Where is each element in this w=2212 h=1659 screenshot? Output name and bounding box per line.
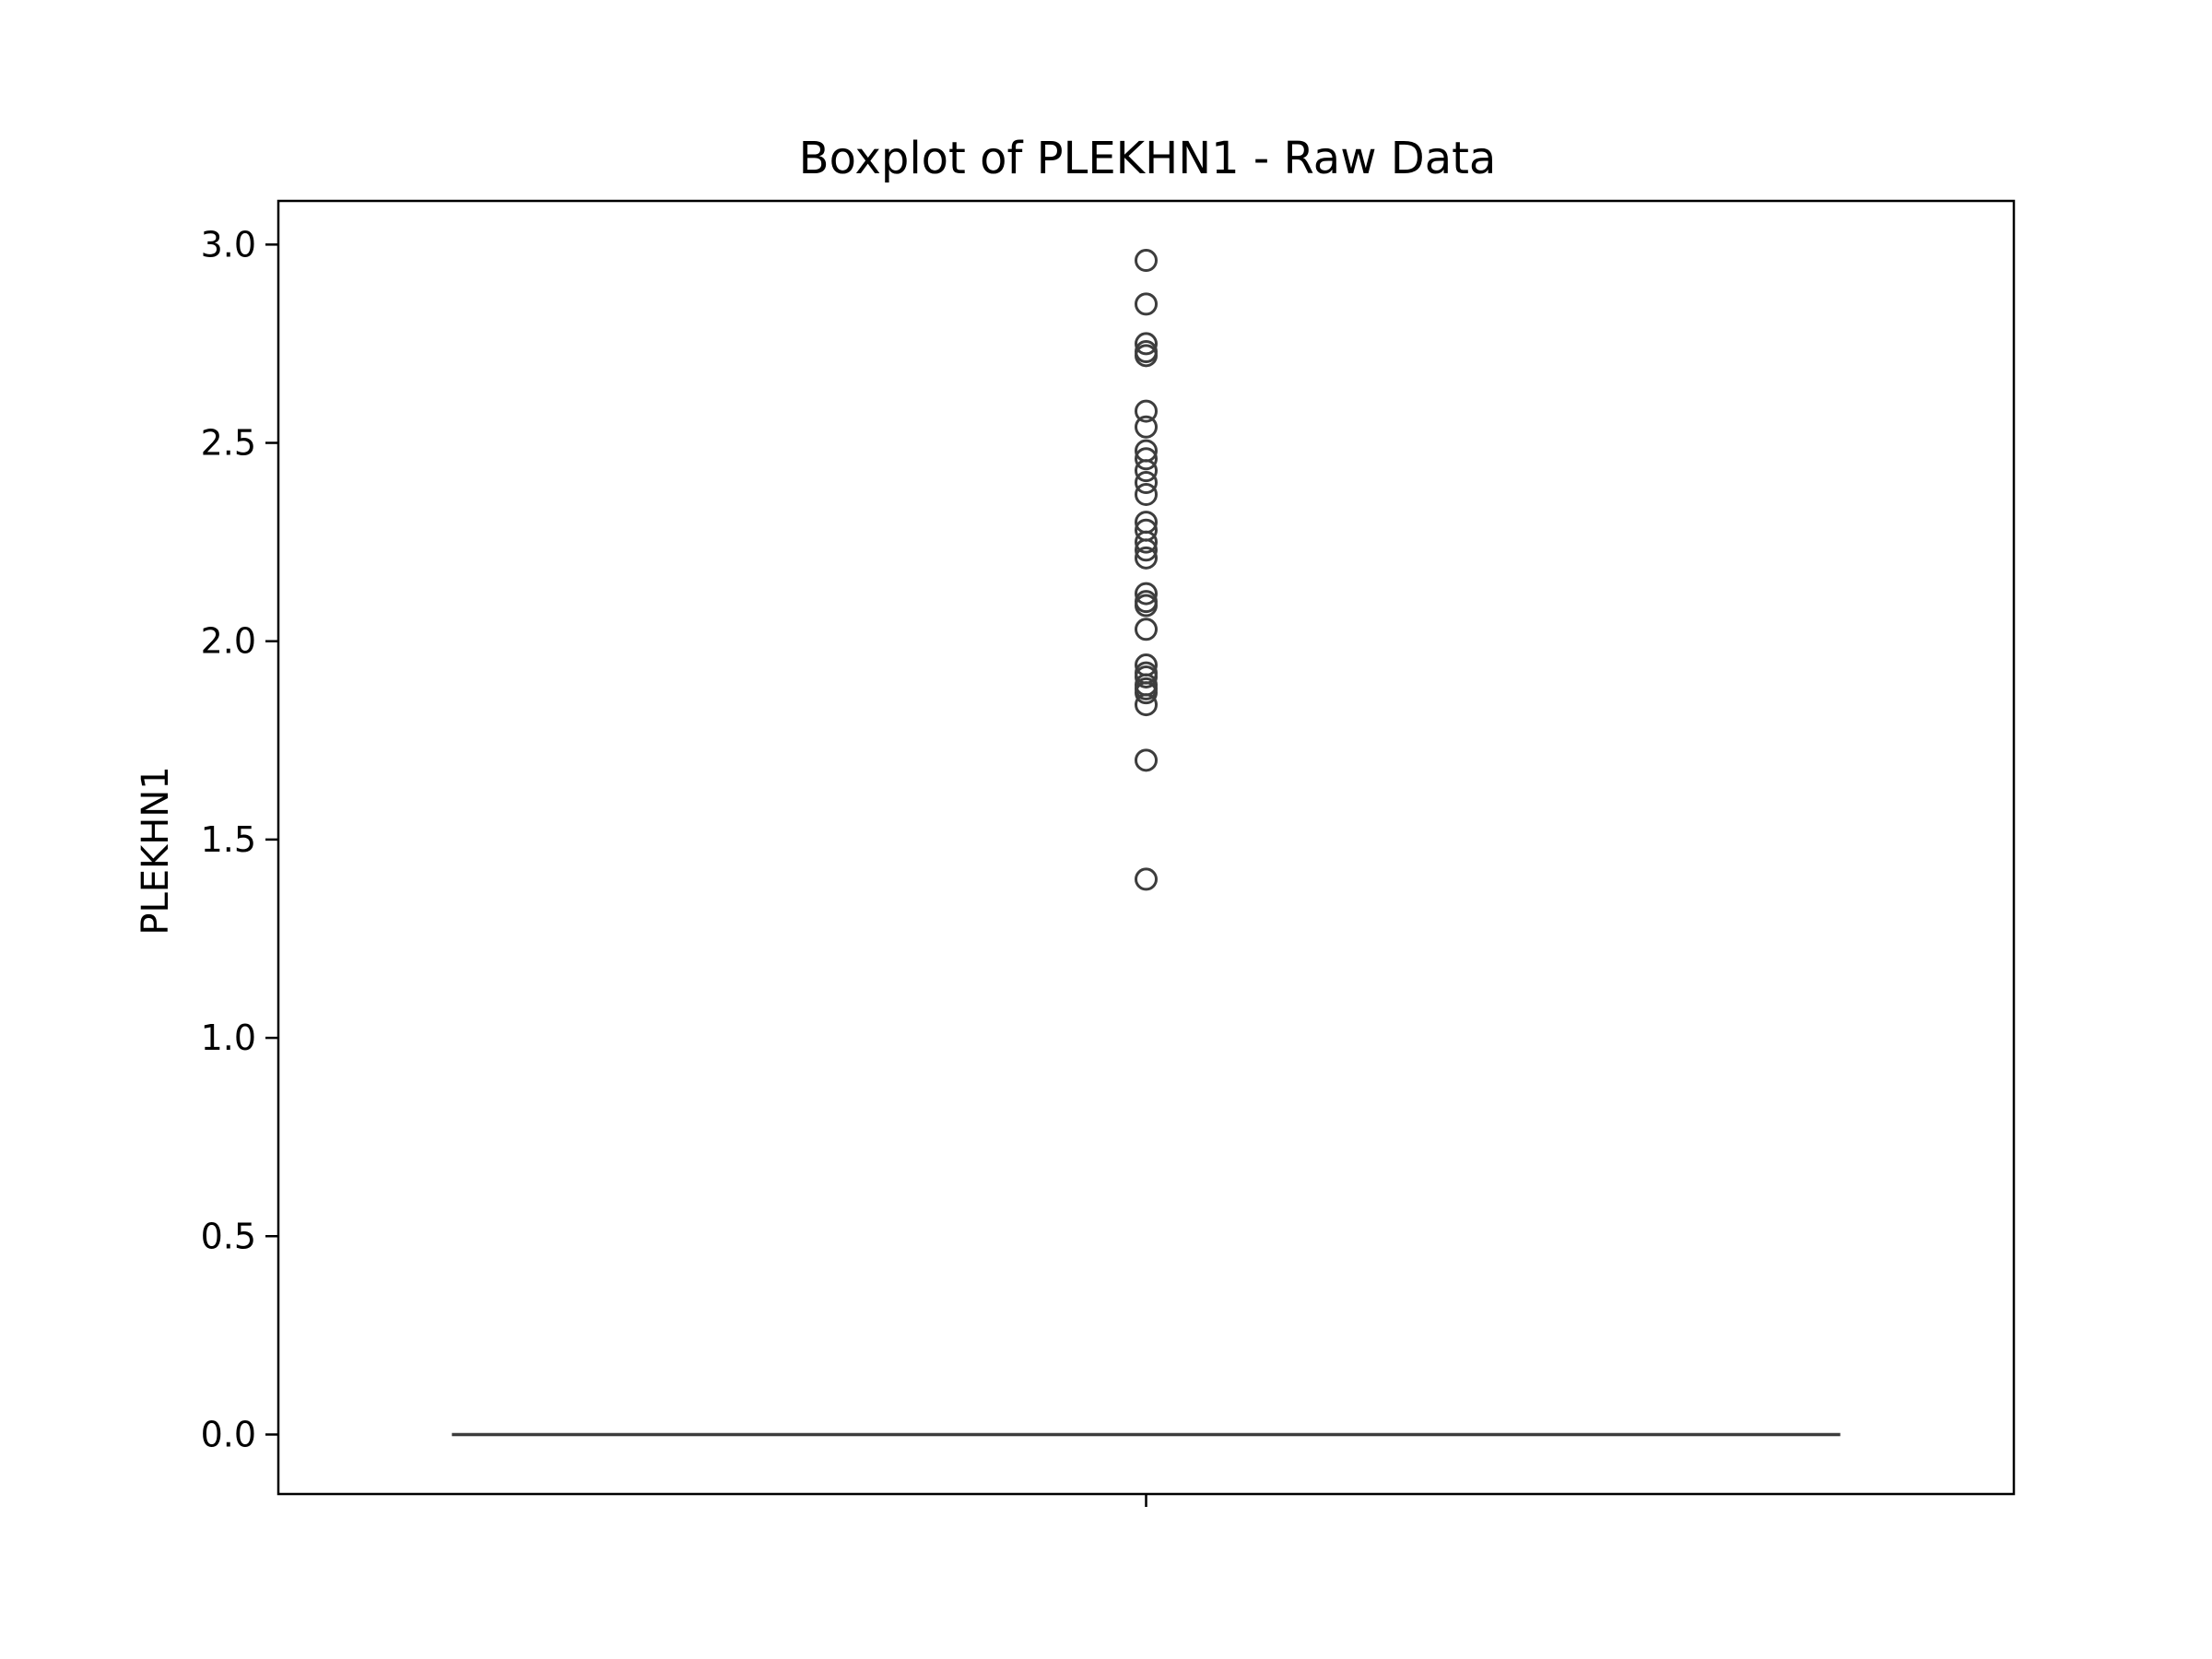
y-tick-label: 2.5 bbox=[201, 423, 256, 464]
outlier-point bbox=[1135, 530, 1158, 554]
chart-title: Boxplot of PLEKHN1 - Raw Data bbox=[799, 133, 1497, 184]
y-tick-label: 0.5 bbox=[201, 1216, 256, 1256]
plot-area bbox=[452, 249, 1841, 1437]
outlier-point bbox=[1135, 344, 1158, 368]
outlier-point bbox=[1135, 459, 1158, 483]
outlier-point bbox=[1135, 546, 1158, 570]
y-tick-label: 0.0 bbox=[201, 1414, 256, 1454]
plot-frame bbox=[276, 199, 2016, 1496]
outlier-point bbox=[1135, 249, 1158, 273]
outlier-point bbox=[1135, 618, 1158, 641]
outlier-point bbox=[1135, 582, 1158, 606]
outlier-point bbox=[1135, 693, 1158, 717]
outlier-point bbox=[1135, 447, 1158, 471]
outlier-point bbox=[1135, 538, 1158, 562]
y-tick-label: 3.0 bbox=[201, 224, 256, 265]
outlier-point bbox=[1135, 471, 1158, 495]
y-tick-label: 1.5 bbox=[201, 819, 256, 860]
outlier-point bbox=[1135, 867, 1158, 891]
y-tick-label: 2.0 bbox=[201, 621, 256, 662]
outlier-point bbox=[1135, 332, 1158, 356]
outlier-point bbox=[1135, 665, 1158, 688]
y-tick-label: 1.0 bbox=[201, 1018, 256, 1058]
outlier-point bbox=[1135, 415, 1158, 439]
box-series bbox=[452, 249, 1841, 1437]
y-axis: 0.0 0.5 1.0 1.5 2.0 2.5 3.0 bbox=[201, 224, 278, 1454]
outlier-point bbox=[1135, 399, 1158, 423]
outlier-point bbox=[1135, 292, 1158, 316]
outlier-point bbox=[1135, 594, 1158, 618]
y-axis-label: PLEKHN1 bbox=[135, 766, 177, 935]
outlier-point bbox=[1135, 681, 1158, 705]
outlier-point bbox=[1135, 748, 1158, 772]
outlier-point bbox=[1135, 482, 1158, 506]
